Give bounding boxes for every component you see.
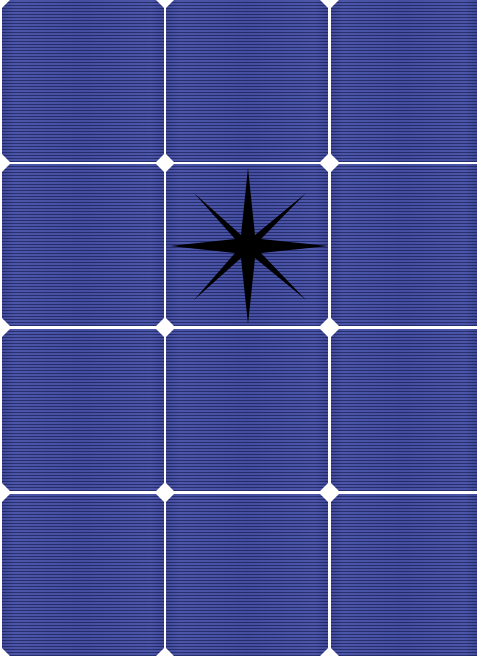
solar-cell bbox=[2, 329, 164, 491]
solar-cell bbox=[166, 0, 328, 162]
solar-cell bbox=[331, 0, 477, 162]
solar-cell bbox=[2, 494, 164, 656]
solar-cell bbox=[2, 0, 164, 162]
solar-cell bbox=[331, 329, 477, 491]
solar-cell bbox=[331, 494, 477, 656]
solar-cell bbox=[331, 164, 477, 326]
solar-cell bbox=[166, 329, 328, 491]
solar-cell bbox=[166, 494, 328, 656]
solar-cell bbox=[2, 164, 164, 326]
